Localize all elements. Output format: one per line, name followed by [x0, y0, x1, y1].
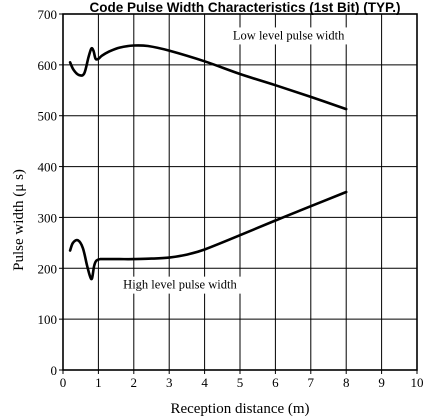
plot-frame: [62, 13, 418, 371]
series-line-high-level: [68, 190, 348, 281]
y-tick-label: 700: [38, 7, 58, 22]
y-tick-label: 400: [38, 160, 58, 175]
y-tick-label: 300: [38, 210, 58, 225]
x-tick-label: 4: [201, 375, 208, 390]
series-group: [68, 44, 348, 281]
y-tick-label: 200: [38, 261, 58, 276]
y-tick-label: 600: [38, 58, 58, 73]
y-tick-label: 100: [38, 312, 58, 327]
x-tick-label: 5: [237, 375, 244, 390]
chart-title: Code Pulse Width Characteristics (1st Bi…: [90, 0, 401, 15]
x-tick-label: 3: [166, 375, 173, 390]
y-tick-label: 0: [51, 363, 58, 378]
x-tick-labels: 0 1 2 3 4 5 6 7 8 9 10: [60, 375, 424, 390]
x-axis-label: Reception distance (m): [170, 401, 309, 417]
x-tick-label: 10: [411, 375, 424, 390]
x-tick-label: 1: [95, 375, 102, 390]
y-tick-labels: 0 100 200 300 400 500 600 700: [38, 7, 58, 378]
x-tick-label: 8: [343, 375, 350, 390]
series-line-low-level: [68, 44, 348, 111]
y-tick-label: 500: [38, 109, 58, 124]
annotation-background: [119, 276, 264, 294]
annotation-background: [228, 27, 368, 45]
y-axis-label: Pulse width (μ s): [11, 169, 27, 271]
annotation-label: High level pulse width: [123, 278, 237, 292]
grid: [59, 13, 418, 374]
x-tick-label: 7: [308, 375, 315, 390]
x-tick-label: 6: [272, 375, 279, 390]
x-tick-label: 2: [131, 375, 138, 390]
annotations: Low level pulse width High level pulse wi…: [119, 27, 368, 294]
annotation-label: Low level pulse width: [233, 28, 345, 42]
x-tick-label: 9: [378, 375, 385, 390]
x-tick-label: 0: [60, 375, 67, 390]
